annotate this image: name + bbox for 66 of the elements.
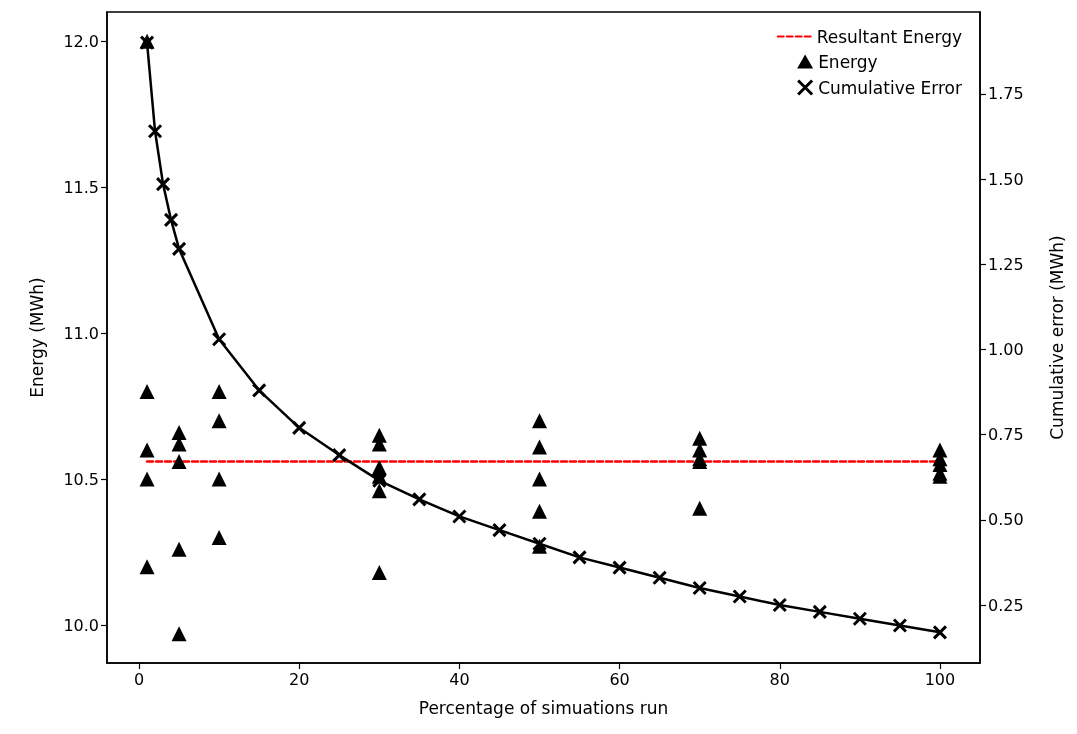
y-tick-label: 10.0 xyxy=(63,615,99,635)
point xyxy=(652,570,668,586)
point xyxy=(371,565,387,580)
point xyxy=(491,522,507,538)
point xyxy=(331,447,347,463)
y-tick-label: 12.0 xyxy=(63,31,99,51)
y2-tick-label: 1.50 xyxy=(988,169,1024,189)
legend-label: Resultant Energy xyxy=(816,26,963,47)
x-tick-label: 100 xyxy=(924,669,956,689)
x-tick-label: 0 xyxy=(133,669,145,689)
point xyxy=(532,503,547,519)
point xyxy=(211,529,227,545)
y2-tick-label: 0.25 xyxy=(988,595,1024,615)
y-axis-title: Energy (MWh) xyxy=(26,277,47,398)
x-axis-title: Percentage of simuations run xyxy=(418,697,669,718)
point xyxy=(171,424,187,440)
point xyxy=(451,508,467,524)
point xyxy=(147,123,163,139)
x-tick-label: 80 xyxy=(769,669,790,689)
point xyxy=(411,491,427,507)
y2-tick-label: 0.50 xyxy=(988,510,1024,530)
point xyxy=(171,626,187,642)
point xyxy=(139,442,155,458)
point xyxy=(852,611,868,627)
point xyxy=(171,454,187,470)
point xyxy=(139,384,155,400)
y2-tick-label: 1.75 xyxy=(988,84,1024,104)
point xyxy=(291,420,307,436)
y2-tick-label: 1.25 xyxy=(988,254,1024,274)
x-tick-label: 40 xyxy=(449,669,470,689)
point xyxy=(692,580,708,596)
point xyxy=(772,597,788,613)
point xyxy=(812,604,828,620)
point xyxy=(572,549,588,565)
point xyxy=(532,471,547,487)
point xyxy=(692,430,708,446)
x-tick-label: 60 xyxy=(609,669,630,689)
point xyxy=(211,413,227,429)
point xyxy=(932,624,948,640)
point xyxy=(171,241,187,257)
y-tick-label: 10.5 xyxy=(63,469,99,489)
point xyxy=(155,176,171,192)
legend-label: Energy xyxy=(818,51,878,72)
point xyxy=(371,483,387,499)
point xyxy=(532,413,547,429)
point xyxy=(139,471,155,487)
y2-tick-label: 1.00 xyxy=(988,339,1024,359)
point xyxy=(732,589,748,605)
x-tick-label: 20 xyxy=(289,669,310,689)
y-tick-label: 11.5 xyxy=(63,177,99,197)
point xyxy=(163,212,179,228)
point xyxy=(211,331,227,347)
point xyxy=(251,382,267,398)
point xyxy=(371,473,387,489)
legend-label: Cumulative Error xyxy=(818,77,963,98)
y-tick-label: 11.0 xyxy=(63,323,99,343)
point xyxy=(892,618,908,634)
point xyxy=(211,471,227,487)
y2-axis-title: Cumulative error (MWh) xyxy=(1046,235,1067,440)
point xyxy=(211,384,227,400)
point xyxy=(171,541,187,557)
y2-tick-label: 0.75 xyxy=(988,425,1024,445)
point xyxy=(692,500,708,516)
point xyxy=(612,560,628,576)
point xyxy=(532,439,547,455)
point xyxy=(139,559,155,575)
